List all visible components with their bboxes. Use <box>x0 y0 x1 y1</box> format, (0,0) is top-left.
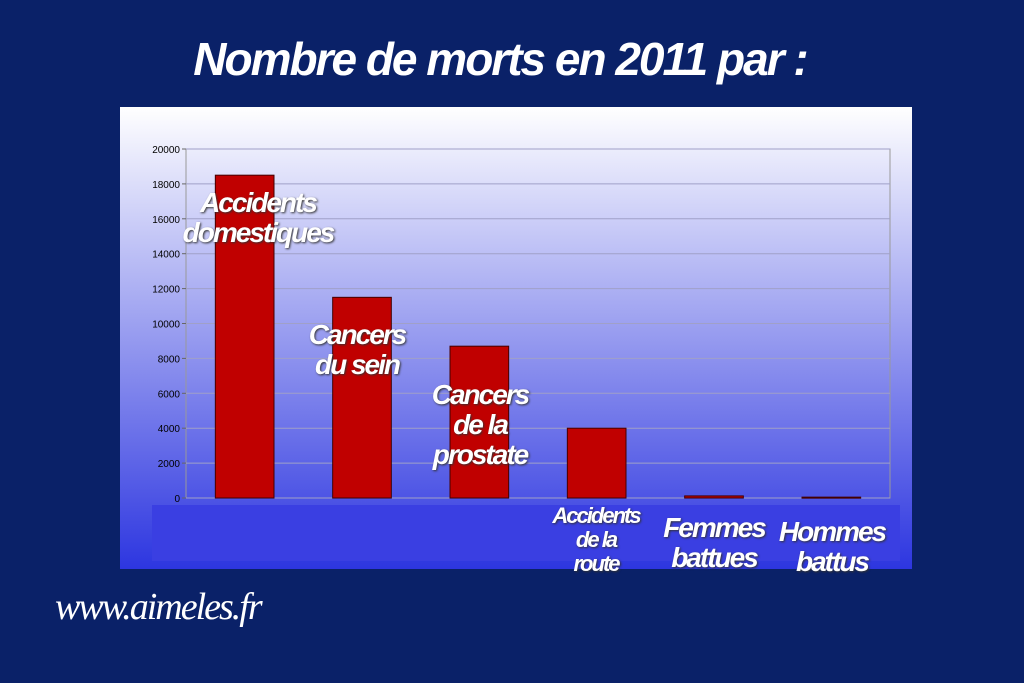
y-tick-label: 14000 <box>152 250 180 261</box>
category-label: Cancers du sein <box>308 319 408 380</box>
bar <box>684 495 744 499</box>
y-tick-label: 20000 <box>152 145 180 156</box>
bar <box>566 427 627 499</box>
bar <box>449 345 510 499</box>
y-tick-label: 6000 <box>158 389 181 400</box>
title: Nombre de morts en 2011 par : <box>193 33 808 85</box>
category-label: Femmes battues <box>663 512 767 573</box>
category-label: Accidents domestiques <box>182 187 336 248</box>
category-label: Hommes battus <box>778 516 887 577</box>
y-tick-label: 12000 <box>152 285 180 296</box>
y-tick-label: 4000 <box>158 424 181 435</box>
y-tick-label: 2000 <box>158 459 181 470</box>
y-tick-label: 0 <box>174 494 180 505</box>
bar <box>214 174 275 499</box>
bar <box>332 296 392 499</box>
category-label: Accidents de la route <box>552 503 641 576</box>
bar <box>801 496 862 499</box>
footer: www.aimeles.fr <box>55 586 263 628</box>
category-label: Cancers de la prostate <box>431 379 531 470</box>
y-tick-label: 18000 <box>152 180 180 191</box>
y-tick-label: 10000 <box>152 320 180 331</box>
category-band <box>152 505 900 561</box>
y-tick-label: 8000 <box>158 354 181 365</box>
y-tick-label: 16000 <box>152 215 180 226</box>
